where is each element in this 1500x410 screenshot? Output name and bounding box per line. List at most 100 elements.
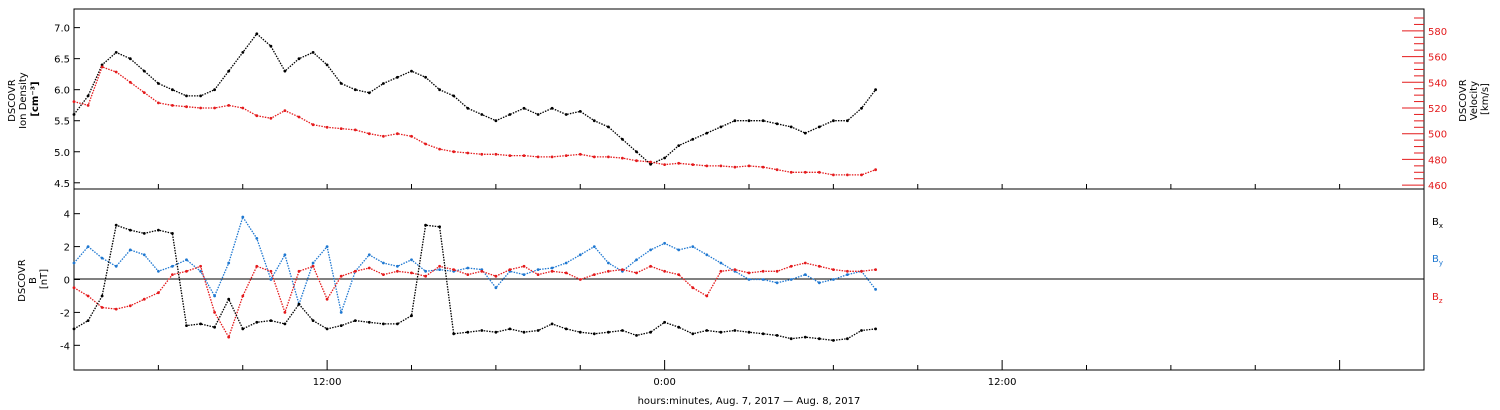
velocity-series-point xyxy=(72,100,76,103)
bx-series-point xyxy=(269,319,273,322)
density-series-point xyxy=(86,94,90,98)
density-series-point xyxy=(564,113,568,116)
by-series-point xyxy=(367,253,371,257)
density-series-point xyxy=(817,125,821,129)
bz-series-point xyxy=(241,294,245,298)
density-series-point xyxy=(705,131,709,135)
velocity-series-point xyxy=(396,132,399,136)
bz-series xyxy=(73,262,876,338)
bx-series-point xyxy=(185,324,188,327)
bx-series-point xyxy=(480,329,484,332)
bx-series-point xyxy=(663,320,666,324)
bz-series-point xyxy=(185,269,188,273)
density-series-point xyxy=(452,94,456,98)
velocity-series-point xyxy=(775,168,779,172)
by-series-point xyxy=(789,278,793,281)
bz-series-point xyxy=(621,268,624,271)
density-series-point xyxy=(227,69,231,73)
velocity-series-point xyxy=(817,170,821,174)
by-series-point xyxy=(607,261,610,265)
velocity-series-point xyxy=(480,152,484,156)
bx-series-point xyxy=(578,330,582,334)
bottom-ytick-label: 0 xyxy=(64,276,70,287)
velocity-series-point xyxy=(142,91,146,94)
bz-series-point xyxy=(832,268,835,271)
bz-series-point xyxy=(874,268,877,271)
density-series-point xyxy=(621,137,624,141)
bx-series-point xyxy=(649,330,652,334)
bx-series-point xyxy=(564,327,568,331)
by-series-point xyxy=(100,256,104,260)
bx-series-point xyxy=(846,337,849,341)
velocity-series-point xyxy=(410,134,413,138)
velocity-series-point xyxy=(325,125,329,129)
bz-series-point xyxy=(480,269,484,273)
top-ylabel-line: Ion Density xyxy=(18,72,29,129)
velocity-series xyxy=(73,66,876,176)
bz-series-point xyxy=(86,294,90,298)
density-series-point xyxy=(874,88,877,92)
by-series-point xyxy=(227,261,231,265)
velocity-series-point xyxy=(311,123,315,127)
bz-series-point xyxy=(424,274,427,278)
by-series-point xyxy=(719,261,723,265)
top-ytick-label: 4.5 xyxy=(54,179,70,190)
bx-series-point xyxy=(142,232,146,235)
bx-series-point xyxy=(536,329,540,332)
density-series xyxy=(73,33,877,165)
bottom-left-axis: -4 -2 0 2 4 xyxy=(60,210,80,352)
bz-series-point xyxy=(297,269,301,273)
bx-series-point xyxy=(775,334,779,337)
xtick-label: 0:00 xyxy=(653,377,675,388)
by-series-point xyxy=(114,264,118,268)
top-panel-frame xyxy=(73,8,1425,190)
top-y2tick-label: 540 xyxy=(1428,78,1447,89)
top-ytick-label: 5.5 xyxy=(54,117,70,128)
velocity-series-point xyxy=(719,164,723,168)
by-series-point xyxy=(269,278,273,281)
density-series-point xyxy=(353,88,357,92)
density-series-point xyxy=(311,51,315,54)
velocity-series-point xyxy=(677,161,681,165)
density-series-point xyxy=(663,156,666,160)
density-series-point xyxy=(438,88,441,92)
velocity-series-point xyxy=(269,116,273,120)
bx-series-point xyxy=(213,325,217,329)
bottom-ytick-label: 4 xyxy=(64,210,70,221)
bz-series-point xyxy=(396,269,399,273)
bx-series-point xyxy=(382,322,385,326)
velocity-series-point xyxy=(663,163,666,167)
velocity-series-point xyxy=(733,165,737,169)
bz-series-point xyxy=(353,269,357,273)
top-ylabel: DSCOVR Ion Density [cm⁻³] xyxy=(7,69,41,129)
bz-series-point xyxy=(452,268,456,271)
density-series-point xyxy=(733,119,737,123)
by-series-point xyxy=(578,253,582,257)
density-series-point xyxy=(255,32,259,36)
velocity-series-point xyxy=(874,168,877,172)
bx-series-point xyxy=(705,329,709,332)
top-y2tick-label: 480 xyxy=(1428,155,1447,166)
bz-series-point xyxy=(367,266,371,270)
density-series-point xyxy=(775,122,779,126)
velocity-series-point xyxy=(114,70,118,74)
bz-series-point xyxy=(550,269,554,273)
bx-series-point xyxy=(410,314,413,318)
velocity-series-point xyxy=(171,104,174,107)
density-series-point xyxy=(382,82,385,85)
bz-series-point xyxy=(128,304,132,308)
velocity-series-point xyxy=(522,154,526,158)
bottom-ylabel-line: DSCOVR xyxy=(17,259,28,302)
by-series-point xyxy=(128,248,132,252)
density-series-point xyxy=(72,113,76,116)
velocity-series-point xyxy=(157,101,160,105)
by-series-point xyxy=(86,245,90,249)
bz-series-point xyxy=(114,307,118,311)
by-series-point xyxy=(438,268,441,271)
xtick-label: 12:00 xyxy=(988,377,1017,388)
by-series-point xyxy=(213,294,217,298)
bx-series-point xyxy=(339,324,343,327)
top-ylabel-line: [cm⁻³] xyxy=(30,81,41,116)
bx-series-point xyxy=(424,223,427,227)
top-y2tick-label: 520 xyxy=(1428,104,1447,115)
